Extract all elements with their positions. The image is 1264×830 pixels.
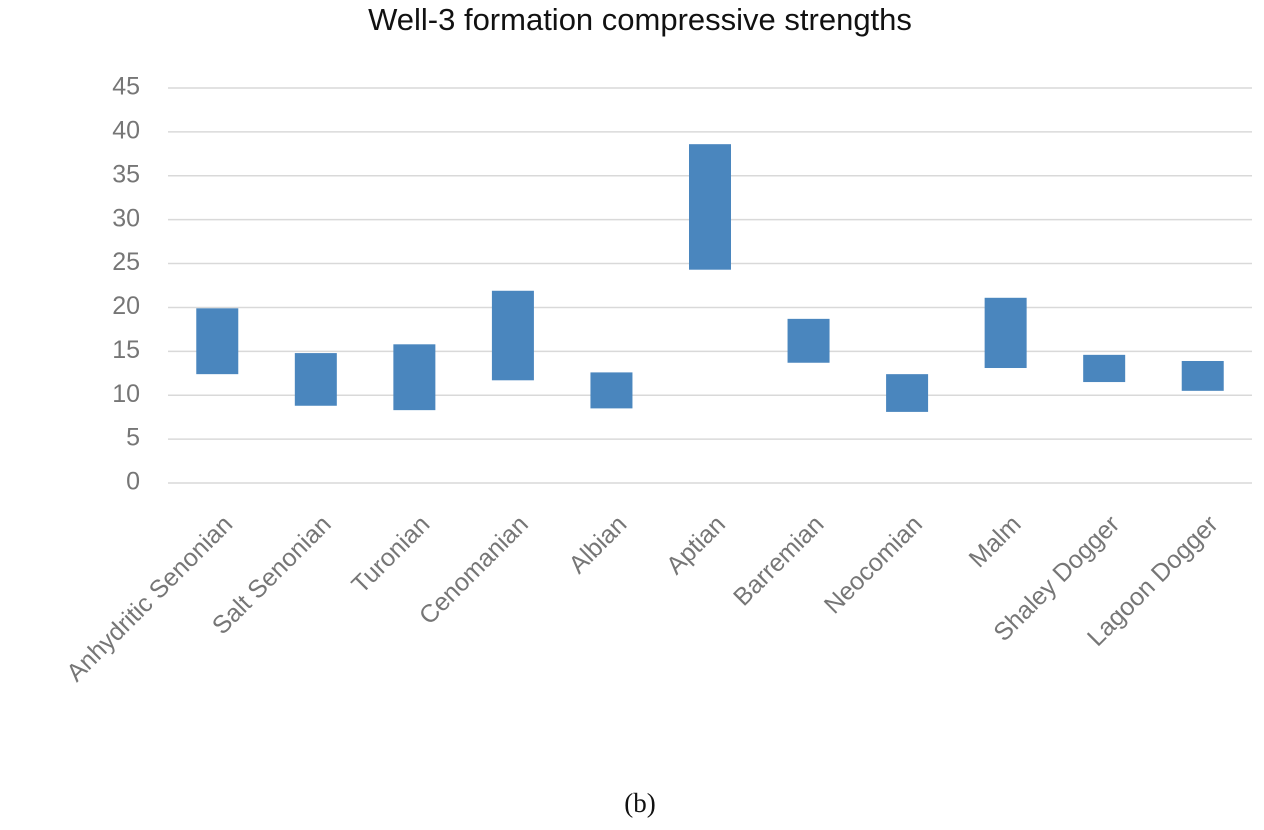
y-tick-label: 30: [112, 204, 140, 232]
y-tick-label: 45: [112, 73, 140, 101]
bar: [689, 144, 731, 270]
caption: (b): [624, 788, 655, 818]
y-tick-label: 40: [112, 116, 140, 144]
y-tick-label: 10: [112, 380, 140, 408]
chart-title: Well-3 formation compressive strengths: [368, 2, 912, 37]
x-tick-label: Malm: [964, 510, 1027, 573]
bar: [196, 308, 239, 375]
bar: [590, 372, 633, 409]
bar: [294, 353, 337, 406]
bar: [491, 290, 534, 381]
y-tick-label: 20: [112, 292, 140, 320]
x-tick-label: Turonian: [346, 510, 435, 599]
y-tick-label: 15: [112, 336, 140, 364]
bar: [787, 318, 830, 363]
x-tick-label: Neocomian: [819, 510, 928, 619]
x-tick-label: Albian: [563, 510, 632, 579]
y-tick-label: 25: [112, 248, 140, 276]
bar: [1181, 360, 1224, 391]
y-tick-label: 5: [126, 424, 140, 452]
x-tick-label: Anhydritic Senonian: [61, 510, 238, 687]
bar: [886, 374, 929, 412]
x-tick-label: Barremian: [728, 510, 829, 611]
bar: [393, 344, 436, 411]
bar: [1083, 354, 1126, 383]
y-tick-label: 35: [112, 160, 140, 188]
bar: [984, 297, 1027, 369]
x-tick-label: Aptian: [661, 510, 731, 580]
y-tick-label: 0: [126, 468, 140, 496]
